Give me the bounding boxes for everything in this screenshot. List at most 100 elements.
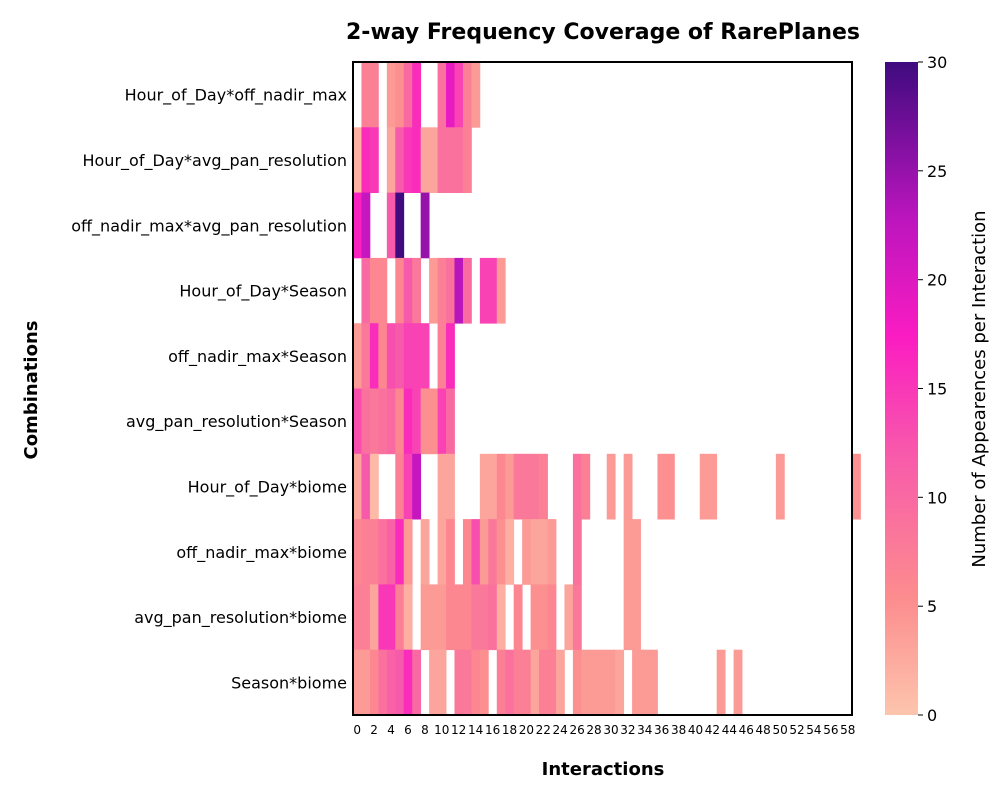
x-tick-label: 28 xyxy=(586,723,601,737)
heatmap-cell xyxy=(437,388,447,455)
x-tick-label: 38 xyxy=(671,723,686,737)
heatmap-cell xyxy=(420,192,430,259)
x-tick-label: 42 xyxy=(705,723,720,737)
x-tick-label: 16 xyxy=(485,723,500,737)
heatmap-cell xyxy=(462,649,472,716)
x-tick-label: 8 xyxy=(421,723,429,737)
row-label: Hour_of_Day*off_nadir_max xyxy=(125,86,347,106)
heatmap-cell xyxy=(403,584,413,651)
heatmap-cell xyxy=(496,453,506,520)
heatmap-cell xyxy=(378,388,388,455)
heatmap-cell xyxy=(429,584,438,651)
heatmap-cell xyxy=(598,649,608,716)
heatmap-cell xyxy=(369,257,379,324)
heatmap-cell xyxy=(632,584,641,651)
heatmap-cell xyxy=(632,519,641,585)
heatmap-cell xyxy=(446,453,455,520)
heatmap-cell xyxy=(462,257,472,324)
heatmap-cell xyxy=(386,127,396,193)
x-tick-label: 30 xyxy=(603,723,618,737)
heatmap-cell xyxy=(496,519,506,585)
row-label: Hour_of_Day*avg_pan_resolution xyxy=(82,151,347,171)
heatmap-cell xyxy=(572,453,582,520)
heatmap-cell xyxy=(505,519,515,585)
heatmap-cell xyxy=(429,388,438,455)
heatmap-cell xyxy=(378,584,388,651)
heatmap-cell xyxy=(505,649,515,716)
heatmap-cell xyxy=(446,584,455,651)
heatmap-cell xyxy=(403,127,413,193)
heatmap-cell xyxy=(454,584,464,651)
heatmap-cell xyxy=(522,519,532,585)
x-tick-label: 48 xyxy=(756,723,771,737)
x-tick-label: 58 xyxy=(840,723,855,737)
heatmap-cell xyxy=(488,453,498,520)
heatmap-cell xyxy=(403,519,413,585)
row-label: off_nadir_max*Season xyxy=(168,347,347,367)
x-tick-label: 52 xyxy=(789,723,804,737)
heatmap-cell xyxy=(606,453,616,520)
heatmap-cell xyxy=(539,453,548,520)
x-axis-title: Interactions xyxy=(542,759,665,780)
heatmap-cell xyxy=(437,127,447,193)
plot-frame xyxy=(352,61,853,716)
heatmap-cell xyxy=(564,584,574,651)
x-tick-label: 32 xyxy=(620,723,635,737)
heatmap-cell xyxy=(420,519,430,585)
heatmap-cell xyxy=(606,649,616,716)
heatmap-cell xyxy=(462,584,472,651)
heatmap-cell xyxy=(412,323,422,389)
x-tick-label: 18 xyxy=(502,723,517,737)
row-label: avg_pan_resolution*biome xyxy=(134,608,347,628)
heatmap-cell xyxy=(539,519,548,585)
heatmap-cell xyxy=(716,649,726,716)
heatmap-cell xyxy=(471,519,481,585)
heatmap-cell xyxy=(522,649,532,716)
heatmap-cell xyxy=(708,453,718,520)
heatmap-cell xyxy=(429,649,438,716)
heatmap-cell xyxy=(572,649,582,716)
heatmap-cell xyxy=(353,192,362,259)
chart-title: 2-way Frequency Coverage of RarePlanes xyxy=(346,20,860,45)
heatmap-cell xyxy=(420,127,430,193)
heatmap-cell xyxy=(513,453,523,520)
heatmap-cell xyxy=(649,649,658,716)
y-axis-title: Combinations xyxy=(21,320,42,459)
heatmap-cell xyxy=(412,453,422,520)
heatmap-cell xyxy=(615,649,625,716)
heatmap-cell xyxy=(775,453,785,520)
heatmap-cell xyxy=(395,62,405,128)
row-label: Hour_of_Day*Season xyxy=(179,282,347,302)
x-tick-label: 34 xyxy=(637,723,652,737)
colorbar xyxy=(885,62,918,715)
heatmap-cell xyxy=(589,649,599,716)
heatmap-cell xyxy=(395,192,405,259)
x-tick-label: 50 xyxy=(772,723,787,737)
colorbar-tick-label: 30 xyxy=(927,53,947,72)
colorbar-tick-label: 20 xyxy=(927,271,947,290)
heatmap-cell xyxy=(361,192,371,259)
heatmap-cell xyxy=(488,519,498,585)
heatmap-cell xyxy=(361,62,371,128)
heatmap-cell xyxy=(369,388,379,455)
heatmap-cell xyxy=(446,257,455,324)
heatmap-cell xyxy=(437,584,447,651)
heatmap-cell xyxy=(361,388,371,455)
heatmap-cell xyxy=(437,323,447,389)
x-tick-label: 4 xyxy=(387,723,395,737)
heatmap-cell xyxy=(353,519,362,585)
heatmap-cell xyxy=(361,453,371,520)
heatmap-cell xyxy=(437,453,447,520)
heatmap-cell xyxy=(353,584,362,651)
heatmap-cell xyxy=(353,127,362,193)
heatmap-cell xyxy=(403,323,413,389)
heatmap-cell xyxy=(420,388,430,455)
x-tick-label: 0 xyxy=(353,723,361,737)
x-tick-label: 6 xyxy=(404,723,412,737)
heatmap-cell xyxy=(547,649,557,716)
heatmap-cell xyxy=(454,127,464,193)
heatmap-cell xyxy=(530,649,540,716)
x-tick-label: 36 xyxy=(654,723,669,737)
x-tick-labels: 0 2 4 6 8 10 12 14 16 18 20 22 24 26 28 30 32 34 36 38 40 42 4… xyxy=(353,723,855,737)
heatmap-cell xyxy=(623,584,633,651)
